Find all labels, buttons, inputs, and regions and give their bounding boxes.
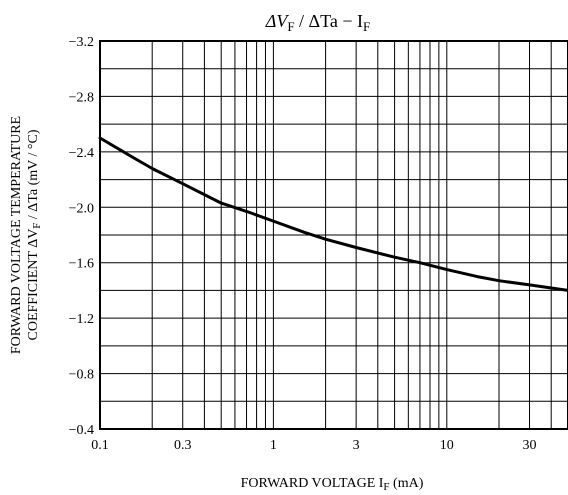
y-tick-label: −0.8 — [69, 368, 94, 383]
y-tick-label: −2.8 — [69, 90, 94, 105]
y-axis-label-line1: FORWARD VOLTAGE TEMPERATURE — [9, 116, 24, 354]
x-tick-label: 0.1 — [91, 438, 109, 453]
x-axis-label-unit: (mA) — [390, 476, 424, 491]
title-part2: / ΔTa − I — [295, 11, 363, 31]
y-tick-label: −2.0 — [69, 201, 94, 216]
x-tick-label: 0.3 — [174, 438, 192, 453]
y-tick-label: −0.4 — [69, 423, 94, 438]
plot-frame — [99, 40, 568, 430]
x-tick-label: 1 — [270, 438, 277, 453]
y-axis-label-line2-tail: / ΔTa (mV / °C) — [26, 129, 41, 222]
tick-labels: −3.2 −2.8 −2.4 −2.0 −1.6 −1.2 −0.8 −0.40.1 0.3 1 3… — [69, 35, 537, 453]
x-axis-label: FORWARD VOLTAGE IF (mA) — [241, 476, 424, 493]
plot-area — [98, 136, 568, 292]
y-axis-label-line2: COEFFICIENT ΔVF / ΔTa (mV / °C) — [26, 129, 43, 340]
y-tick-label: −1.2 — [69, 312, 94, 327]
y-tick-label: −1.6 — [69, 257, 94, 272]
x-axis-label-main: FORWARD VOLTAGE I — [241, 476, 384, 491]
chart-title: ΔVF / ΔTa − IF — [265, 11, 370, 34]
x-tick-label: 30 — [523, 438, 537, 453]
x-tick-label: 10 — [440, 438, 454, 453]
title-part1: ΔV — [265, 11, 290, 31]
series-line — [98, 136, 568, 292]
title-part2-sub: F — [363, 19, 370, 34]
y-axis-label: FORWARD VOLTAGE TEMPERATURE COEFFICIENT … — [9, 116, 43, 354]
x-axis-label-sub: F — [383, 481, 389, 493]
grid — [99, 40, 568, 430]
title-part1-sub: F — [287, 19, 294, 34]
y-tick-label: −3.2 — [69, 35, 94, 50]
y-tick-label: −2.4 — [69, 146, 94, 161]
y-axis-label-line2-sub: F — [31, 223, 43, 229]
y-axis-label-line2-main: COEFFICIENT ΔV — [26, 229, 41, 341]
x-tick-label: 3 — [353, 438, 360, 453]
